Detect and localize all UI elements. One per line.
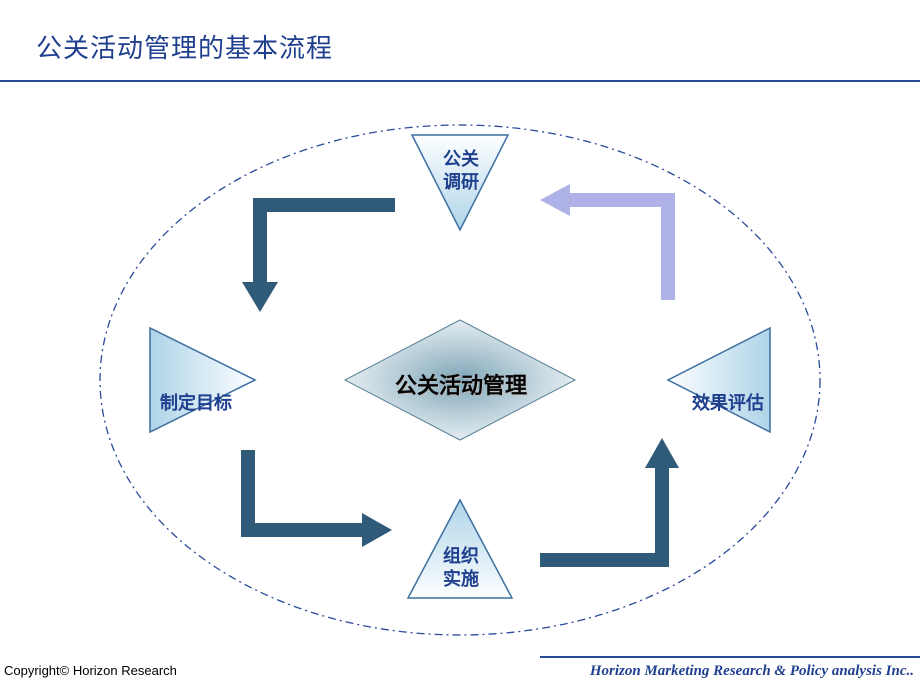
footer-company: Horizon Marketing Research & Policy anal… (590, 663, 914, 680)
node-label-bottom: 组织实施 (438, 545, 484, 590)
node-triangle-left (150, 328, 255, 432)
footer-copyright: Copyright© Horizon Research (4, 663, 177, 678)
node-label-left: 制定目标 (152, 392, 240, 415)
footer-line (540, 656, 920, 658)
arrow-right-to-top (540, 184, 668, 300)
arrow-bottom-to-right (540, 438, 679, 560)
arrow-left-to-bottom (248, 450, 392, 547)
arrow-top-to-left (242, 205, 395, 312)
center-label: 公关活动管理 (395, 368, 527, 400)
node-label-top: 公关调研 (438, 148, 484, 193)
node-label-right: 效果评估 (684, 392, 772, 415)
node-triangle-right (668, 328, 770, 432)
